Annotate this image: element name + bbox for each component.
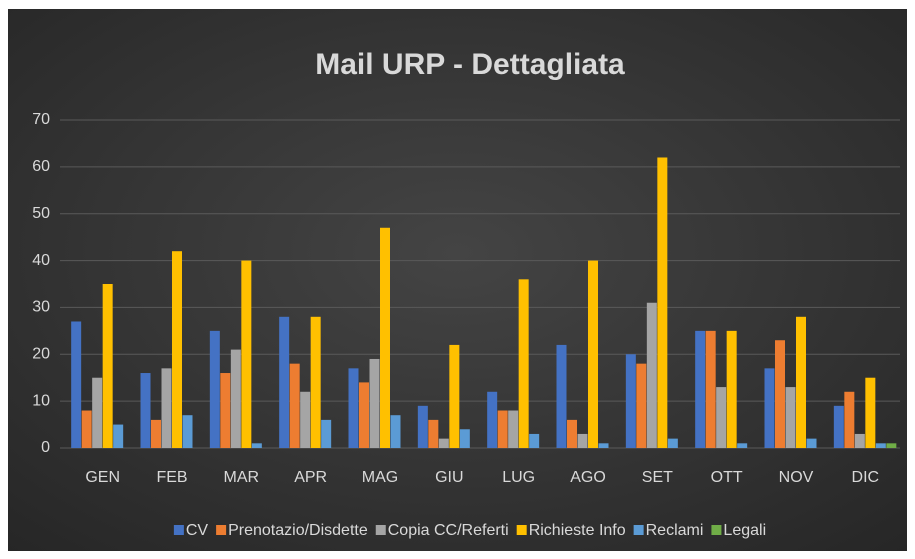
- bar: [487, 391, 498, 448]
- bar: [209, 330, 220, 448]
- x-tick-label: MAG: [362, 469, 398, 486]
- x-tick-label: GEN: [85, 469, 120, 486]
- bar: [279, 316, 290, 448]
- bar: [348, 368, 359, 448]
- bar: [81, 410, 92, 448]
- bar: [359, 382, 369, 448]
- y-tick-label: 30: [32, 299, 50, 316]
- legend-swatch: [633, 525, 644, 535]
- bar: [220, 373, 231, 448]
- bar: [140, 373, 151, 448]
- bar: [289, 363, 300, 448]
- bar: [518, 279, 529, 448]
- legend-swatch: [216, 525, 227, 535]
- bar: [705, 330, 716, 448]
- bar: [310, 316, 321, 448]
- bar: [577, 433, 588, 448]
- legend-label: Legali: [723, 522, 766, 539]
- bar: [161, 368, 172, 448]
- bar: [886, 443, 897, 448]
- bar: [726, 330, 737, 448]
- bar: [844, 391, 855, 448]
- chart-title: Mail URP - Dettagliata: [315, 48, 625, 81]
- legend-label: Prenotazio/Disdette: [228, 522, 368, 539]
- y-tick-label: 70: [32, 111, 50, 128]
- bar: [300, 391, 311, 448]
- bar: [636, 363, 647, 448]
- x-tick-label: AGO: [570, 469, 606, 486]
- bar: [854, 433, 865, 448]
- bar: [497, 410, 508, 448]
- bar: [380, 227, 390, 448]
- bar: [230, 349, 241, 448]
- legend-swatch: [375, 525, 386, 535]
- legend-label: Copia CC/Referti: [388, 522, 509, 539]
- bar: [695, 330, 706, 448]
- x-tick-label: NOV: [779, 469, 814, 486]
- x-tick-label: SET: [642, 469, 673, 486]
- x-tick-label: LUG: [502, 469, 535, 486]
- y-tick-label: 40: [32, 252, 50, 269]
- x-tick-label: GIU: [435, 469, 463, 486]
- bar: [151, 419, 161, 448]
- bar: [737, 443, 748, 448]
- bar: [92, 377, 103, 448]
- legend-label: Reclami: [646, 522, 704, 539]
- bar: [113, 424, 124, 448]
- bar: [390, 415, 401, 448]
- y-tick-label: 60: [32, 158, 50, 175]
- bar: [321, 419, 332, 448]
- chart-background: [8, 9, 907, 551]
- bar: [875, 443, 886, 448]
- bar: [102, 284, 113, 448]
- x-tick-label: OTT: [711, 469, 743, 486]
- bar: [172, 251, 182, 448]
- bar: [529, 433, 540, 448]
- legend-swatch: [173, 525, 184, 535]
- x-tick-label: APR: [294, 469, 327, 486]
- legend-swatch: [516, 525, 527, 535]
- bar: [71, 321, 82, 448]
- bar: [251, 443, 262, 448]
- bar: [438, 438, 449, 448]
- bar: [508, 410, 519, 448]
- x-tick-label: FEB: [156, 469, 187, 486]
- bar: [764, 368, 775, 448]
- y-tick-label: 10: [32, 392, 50, 409]
- bar: [567, 419, 577, 448]
- legend-swatch: [711, 525, 722, 535]
- bar: [241, 260, 252, 448]
- bar: [598, 443, 609, 448]
- legend-label: CV: [186, 522, 209, 539]
- bar: [369, 358, 380, 448]
- x-tick-label: MAR: [224, 469, 260, 486]
- x-tick-label: DIC: [852, 469, 880, 486]
- bar: [657, 157, 668, 448]
- bar: [865, 377, 876, 448]
- bar: [667, 438, 678, 448]
- bar: [459, 429, 470, 448]
- bar: [716, 387, 727, 448]
- bar: [785, 387, 796, 448]
- legend-label: Richieste Info: [529, 522, 626, 539]
- bar: [625, 354, 636, 448]
- bar: [449, 344, 460, 448]
- y-tick-label: 20: [32, 346, 50, 363]
- bar: [428, 419, 439, 448]
- y-tick-label: 0: [41, 439, 50, 456]
- bar: [417, 405, 428, 448]
- bar: [556, 344, 567, 448]
- bar: [646, 302, 657, 448]
- bar: [796, 316, 806, 448]
- bar: [182, 415, 193, 448]
- bar: [588, 260, 598, 448]
- bar: [806, 438, 817, 448]
- bar: [833, 405, 844, 448]
- y-tick-label: 50: [32, 205, 50, 222]
- bar: [775, 340, 785, 448]
